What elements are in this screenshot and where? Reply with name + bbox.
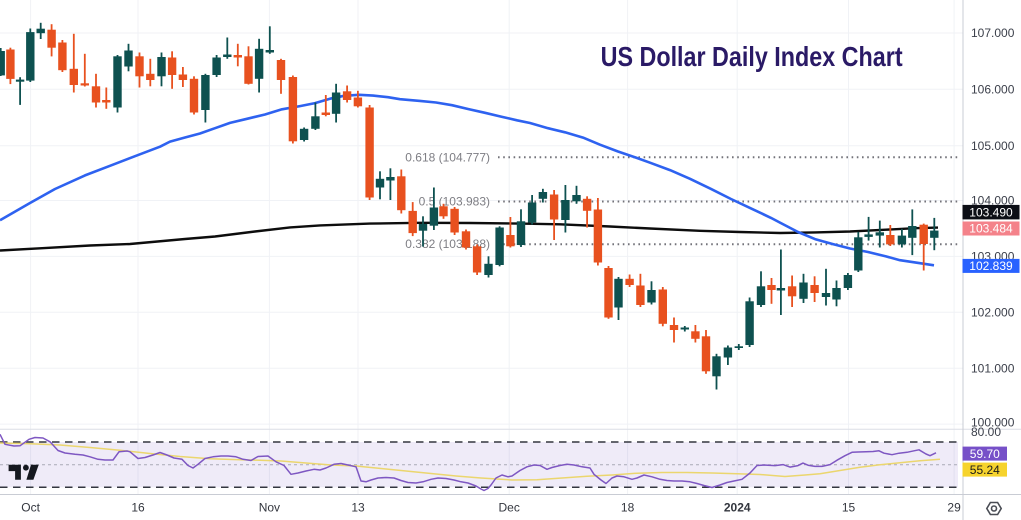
svg-text:29: 29 <box>947 501 961 515</box>
svg-text:103.484: 103.484 <box>969 222 1013 236</box>
svg-text:102.000: 102.000 <box>971 306 1015 320</box>
svg-text:15: 15 <box>842 501 856 515</box>
svg-text:2024: 2024 <box>724 501 751 515</box>
svg-text:0.5 (103.983): 0.5 (103.983) <box>419 195 490 209</box>
svg-text:55.24: 55.24 <box>970 463 1000 477</box>
svg-text:100.000: 100.000 <box>971 416 1015 430</box>
svg-text:US Dollar Daily Index Chart: US Dollar Daily Index Chart <box>601 41 903 72</box>
svg-text:18: 18 <box>621 501 635 515</box>
svg-text:Nov: Nov <box>259 501 280 515</box>
svg-text:Oct: Oct <box>21 501 40 515</box>
svg-text:59.70: 59.70 <box>970 447 1000 461</box>
svg-text:104.000: 104.000 <box>971 194 1015 208</box>
svg-text:Dec: Dec <box>499 501 520 515</box>
svg-text:107.000: 107.000 <box>971 26 1015 40</box>
svg-text:101.000: 101.000 <box>971 361 1015 375</box>
svg-text:13: 13 <box>351 501 365 515</box>
svg-text:16: 16 <box>131 501 145 515</box>
svg-text:102.839: 102.839 <box>969 259 1013 273</box>
svg-text:106.000: 106.000 <box>971 83 1015 97</box>
svg-text:0.618 (104.777): 0.618 (104.777) <box>405 150 490 164</box>
svg-text:103.490: 103.490 <box>969 205 1013 219</box>
svg-text:105.000: 105.000 <box>971 139 1015 153</box>
svg-text:80.00: 80.00 <box>971 425 1001 439</box>
